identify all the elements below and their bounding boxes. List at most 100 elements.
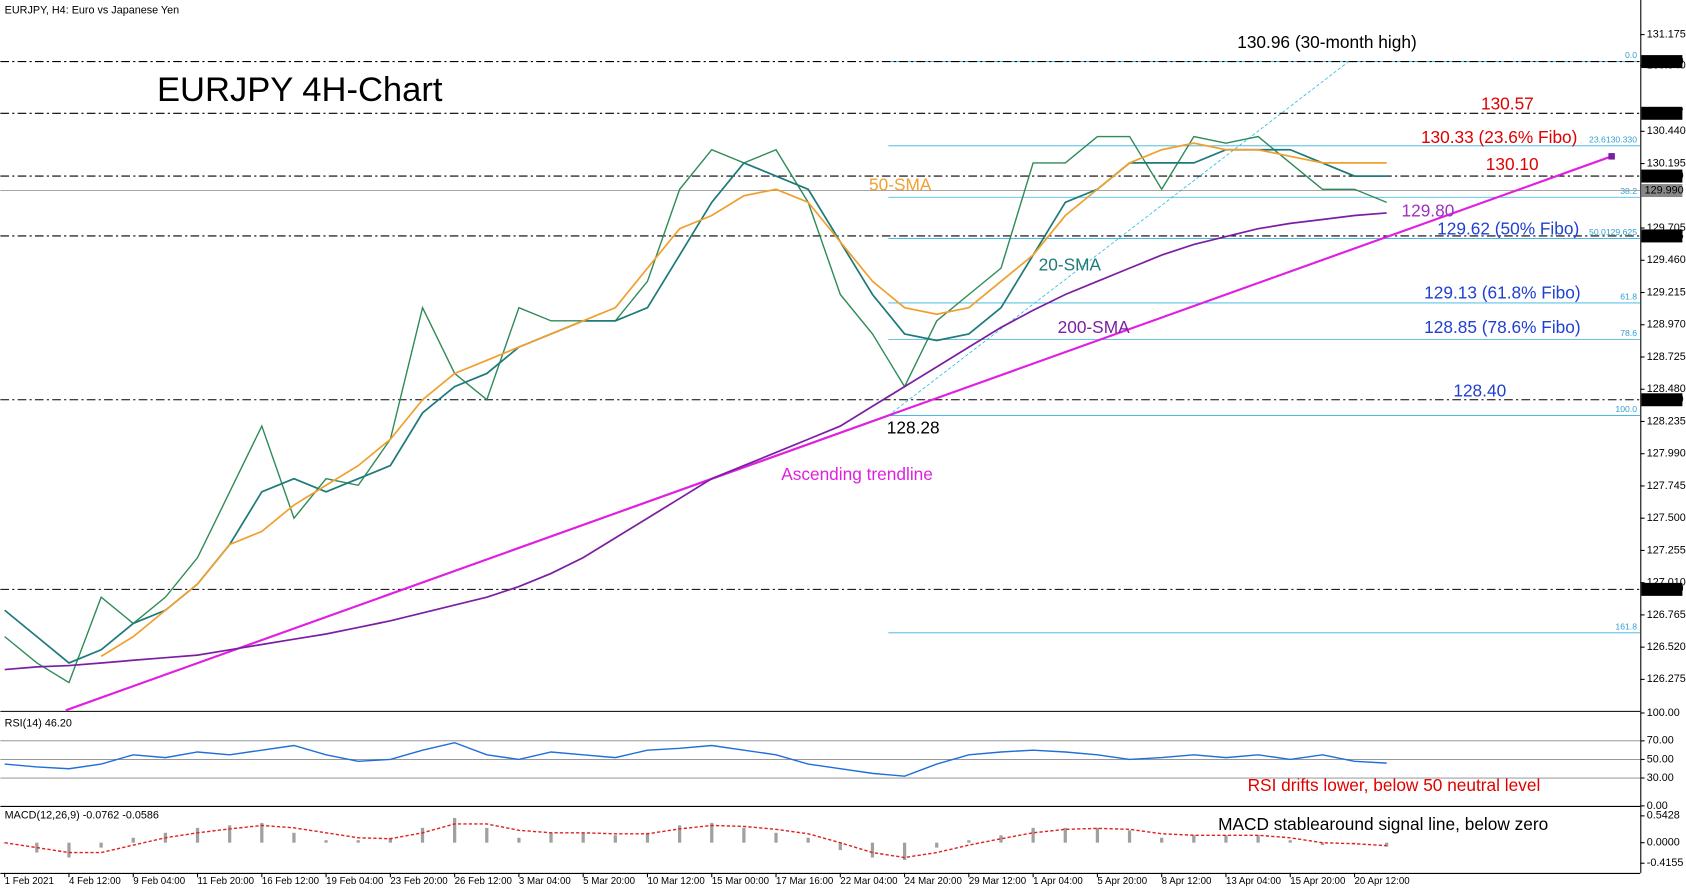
annotation: 130.33 (23.6% Fibo): [1421, 127, 1577, 147]
y-tick-label: 126.520: [1647, 641, 1686, 653]
level-tag-label: 130.100: [1645, 170, 1684, 182]
histogram-bar: [1385, 842, 1389, 847]
y-tick-label: 130.440: [1647, 125, 1686, 137]
histogram-bar: [967, 840, 971, 843]
histogram-bar: [581, 832, 585, 843]
x-tick-label: 22 Mar 04:00: [840, 876, 898, 887]
x-tick-label: 11 Feb 20:00: [198, 876, 255, 887]
level-tag: [1641, 582, 1683, 596]
y-tick-label: 50.00: [1647, 753, 1674, 765]
trendline: [65, 155, 1612, 712]
annotation: 128.28: [887, 417, 940, 437]
y-tick-label: 128.725: [1647, 351, 1686, 363]
y-tick-label: 70.00: [1647, 735, 1674, 747]
histogram-bar: [549, 832, 553, 843]
histogram-bar: [485, 827, 489, 843]
fibo-label: 100.0: [1615, 404, 1637, 414]
histogram-bar: [453, 817, 457, 843]
histogram-bar: [1256, 835, 1260, 843]
histogram-bar: [195, 827, 200, 843]
series-label: 200-SMA: [1058, 317, 1130, 337]
level-tag-label: 130.577: [1645, 107, 1684, 119]
macd-annotation: MACD stablearound signal line, below zer…: [1218, 814, 1548, 834]
last-price-tag: [1641, 184, 1683, 198]
x-tick-label: 15 Apr 20:00: [1290, 876, 1346, 887]
fibo-price: 130.330: [1606, 135, 1637, 145]
y-tick-label: 128.235: [1647, 415, 1686, 427]
level-tag-label: 130.970: [1645, 55, 1684, 67]
histogram-bar: [1320, 842, 1324, 846]
histogram-bar: [677, 825, 682, 843]
x-tick-label: 8 Apr 12:00: [1162, 876, 1212, 887]
annotation: 129.13 (61.8% Fibo): [1424, 282, 1580, 302]
x-tick-label: 3 Mar 04:00: [519, 876, 571, 887]
fibo-price: 129.625: [1606, 227, 1637, 237]
macd-title: MACD(12,26,9) -0.0762 -0.0586: [5, 809, 159, 821]
fibo-ratio: 38.2: [1620, 186, 1637, 196]
histogram-bar: [131, 837, 135, 843]
y-tick-label: -0.4155: [1647, 857, 1684, 869]
histogram-bar: [1224, 835, 1228, 843]
x-tick-label: 1 Feb 2021: [5, 876, 54, 887]
histogram-bar: [838, 842, 842, 851]
x-tick-label: 23 Feb 20:00: [390, 876, 448, 887]
fibo-ratio: 161.8: [1615, 622, 1637, 632]
histogram-bar: [1160, 837, 1164, 843]
histogram-bar: [1352, 842, 1357, 844]
histogram-bar: [517, 837, 521, 843]
annotation: 129.62 (50% Fibo): [1437, 219, 1579, 239]
histogram-bar: [806, 837, 810, 843]
y-tick-label: 127.255: [1647, 544, 1686, 556]
series-line: [4, 823, 1387, 859]
y-tick-label: 129.460: [1647, 254, 1686, 266]
rsi-title: RSI(14) 46.20: [5, 718, 72, 730]
level-tag: [1641, 55, 1683, 69]
fibo-ratio: 78.6: [1620, 329, 1637, 339]
histogram-bar: [613, 835, 617, 843]
fibo-ratio: 23.6: [1589, 135, 1606, 145]
level-tag-label: 128.400: [1645, 394, 1684, 406]
histogram-bar: [292, 832, 296, 843]
y-tick-label: 0.5428: [1647, 810, 1680, 822]
x-tick-label: 5 Mar 20:00: [583, 876, 635, 887]
series-line: [4, 148, 1387, 664]
level-tag-label: 126.959: [1645, 583, 1684, 595]
x-tick-label: 20 Apr 12:00: [1355, 876, 1411, 887]
histogram-bar: [324, 840, 328, 843]
series-line: [100, 142, 1387, 658]
x-tick-label: 16 Feb 12:00: [262, 876, 320, 887]
x-tick-label: 5 Apr 20:00: [1097, 876, 1147, 887]
series-label: 50-SMA: [869, 174, 932, 194]
y-tick-label: 128.970: [1647, 319, 1686, 331]
annotation: 130.96 (30-month high): [1237, 32, 1417, 52]
histogram-bar: [1031, 827, 1035, 843]
trendline-handle: [1608, 153, 1615, 160]
histogram-bar: [67, 842, 71, 858]
header: EURJPY, H4: Euro vs Japanese Yen: [5, 5, 179, 17]
y-tick-label: 0.00: [1647, 800, 1668, 812]
y-tick-label: 127.010: [1647, 577, 1686, 589]
histogram-bar: [260, 822, 264, 843]
histogram-bar: [388, 837, 392, 843]
trendline-label: Ascending trendline: [781, 464, 933, 484]
level-tag-label: 129.645: [1645, 230, 1684, 242]
fibo-ratio: 100.0: [1615, 404, 1637, 414]
y-tick-label: 126.765: [1647, 609, 1686, 621]
level-tag: [1641, 106, 1683, 120]
annotation: 128.40: [1453, 381, 1506, 401]
y-tick-label: 129.215: [1647, 286, 1686, 298]
level-tag: [1641, 393, 1683, 407]
fibo-ratio: 61.8: [1620, 292, 1637, 302]
x-tick-label: 24 Mar 20:00: [905, 876, 963, 887]
x-tick-label: 4 Feb 12:00: [69, 876, 121, 887]
y-tick-label: 130.195: [1647, 157, 1686, 169]
y-tick-label: 100.00: [1647, 707, 1680, 719]
histogram-bar: [774, 832, 778, 843]
histogram-bar: [870, 842, 875, 858]
x-tick-label: 9 Feb 04:00: [133, 876, 185, 887]
y-tick-label: 128.480: [1647, 383, 1686, 395]
histogram-bar: [645, 832, 650, 843]
x-tick-label: 10 Mar 12:00: [647, 876, 705, 887]
series-label: 20-SMA: [1039, 254, 1102, 274]
